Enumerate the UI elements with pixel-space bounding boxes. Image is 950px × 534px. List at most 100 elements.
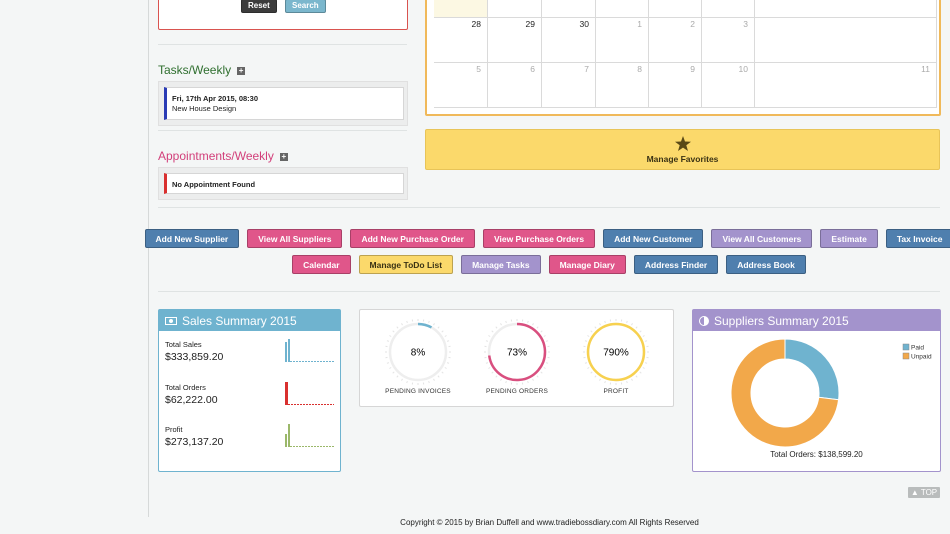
gauge-label: PENDING INVOICES [385,388,451,395]
gauge-tick [444,367,447,369]
quick-link-button[interactable]: Manage Tasks [461,255,541,274]
quick-link-button[interactable]: Manage ToDo List [358,255,454,274]
gauge-value: 73% [507,348,527,359]
gauge-tick [389,367,392,369]
quick-link-button[interactable]: Add New Supplier [144,229,240,248]
search-button[interactable]: Search [285,0,326,13]
gauge-tick [495,375,498,378]
gauge-tick [626,380,628,384]
suppliers-title: Suppliers Summary 2015 [714,314,849,328]
gauge-tick [631,378,633,381]
gauge-tick [545,362,549,364]
gauge-tick [433,323,435,326]
add-appointment-icon[interactable]: + [279,152,288,161]
appointments-box: No Appointment Found [158,167,408,200]
gauge-tick [587,335,590,337]
quick-link-button[interactable]: Manage Diary [548,255,626,274]
quick-link-button[interactable]: Add New Purchase Order [350,229,475,248]
donut-slice [730,338,840,448]
tasks-title-text: Tasks/Weekly [158,63,232,77]
divider [158,44,407,45]
gauge-tick [401,323,403,326]
calendar-day: 28 [434,18,488,63]
divider [158,130,407,131]
top-button[interactable]: ▲ TOP [908,487,940,498]
gauge-tick [495,326,498,329]
legend-swatch [902,343,910,351]
favorites-label: Manage Favorites [646,154,719,164]
gauge-tick [594,375,597,378]
calendar-cell [596,0,649,18]
gauge-value: 8% [411,348,426,359]
gauge-arc [417,322,433,329]
quick-links-row: Calendar Manage ToDo List Manage Tasks Mana… [158,255,940,274]
quick-link-button[interactable]: View All Customers [711,229,813,248]
gauge-tick [635,375,638,378]
calendar-cell [434,0,488,18]
quick-link-button[interactable]: Calendar [292,255,351,274]
gauge-tick [386,340,390,342]
gauge-tick [428,380,430,384]
gauge-tick [604,380,606,384]
calendar-day: 1 [596,18,649,63]
manage-favorites[interactable]: Manage Favorites [425,129,940,170]
quick-links-row: Add New Supplier View All Suppliers Add Ne… [144,229,950,248]
summary-label: Total Orders [165,383,206,392]
gauge-tick [446,362,450,364]
task-date: Fri, 17th Apr 2015, 08:30 [172,94,259,103]
gauge-tick [386,362,390,364]
gauge-tick [500,378,502,381]
gauge-tick [441,330,444,333]
calendar-day: 3 [702,18,755,63]
gauge-tick [491,330,494,333]
gauge-tick [590,330,593,333]
gauge-tick [540,330,543,333]
footer: Copyright © 2015 by Brian Duffell and ww… [400,518,699,527]
gauge-tick [584,340,588,342]
quick-link-button[interactable]: Tax Invoice [885,229,950,248]
sales-header: Sales Summary 2015 [159,310,340,331]
gauge-tick [527,380,529,384]
gauge-tick [626,320,628,324]
star-icon [675,136,691,151]
gauge-tick [396,326,399,329]
gauge-tick [639,330,642,333]
gauge-tick [594,326,597,329]
appointments-title: Appointments/Weekly + [158,149,288,163]
quick-link-button[interactable]: View Purchase Orders [482,229,596,248]
gauge-label: PROFIT [603,388,629,395]
donut-slice [784,338,840,401]
calendar-day: 5 [434,63,488,108]
gauge-tick [644,340,648,342]
gauge-tick [540,371,543,374]
quick-link-button[interactable]: Address Finder [633,255,719,274]
reset-button[interactable]: Reset [241,0,277,13]
calendar-day: 8 [596,63,649,108]
suppliers-caption: Total Orders: $138,599.20 [770,450,863,459]
gauge-tick [532,378,534,381]
quick-link-button[interactable]: View All Suppliers [247,229,343,248]
gauge-tick [505,380,507,384]
add-task-icon[interactable]: + [237,66,246,75]
gauge-tick [401,378,403,381]
quick-link-button[interactable]: Address Book [726,255,806,274]
gauge-tick [590,371,593,374]
legend-label: Paid [911,345,924,352]
gauge-tick [444,335,447,337]
gauge-tick [545,340,549,342]
gauge-tick [437,375,440,378]
task-item[interactable]: Fri, 17th Apr 2015, 08:30 New House Desi… [164,87,404,120]
calendar-day: 9 [649,63,702,108]
calendar-day: 10 [702,63,755,108]
calendar-cell [542,0,596,18]
sales-title: Sales Summary 2015 [182,314,297,328]
gauge-tick [428,320,430,324]
gauge-tick [406,320,408,324]
calendar-cell [649,0,702,18]
gauge-tick [536,375,539,378]
quick-link-button[interactable]: Add New Customer [603,229,704,248]
gauge-tick [599,378,601,381]
gauge-value: 790% [603,348,629,359]
quick-link-button[interactable]: Estimate [820,229,878,248]
